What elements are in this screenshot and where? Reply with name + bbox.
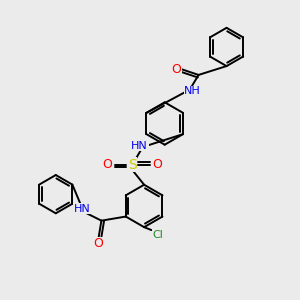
Text: O: O [172, 62, 182, 76]
Text: O: O [94, 237, 103, 250]
Text: S: S [128, 158, 137, 172]
Text: Cl: Cl [153, 230, 164, 239]
Text: O: O [152, 158, 162, 171]
Text: HN: HN [74, 204, 91, 214]
Text: NH: NH [184, 86, 201, 96]
Text: HN: HN [131, 141, 148, 151]
Text: O: O [102, 158, 112, 171]
